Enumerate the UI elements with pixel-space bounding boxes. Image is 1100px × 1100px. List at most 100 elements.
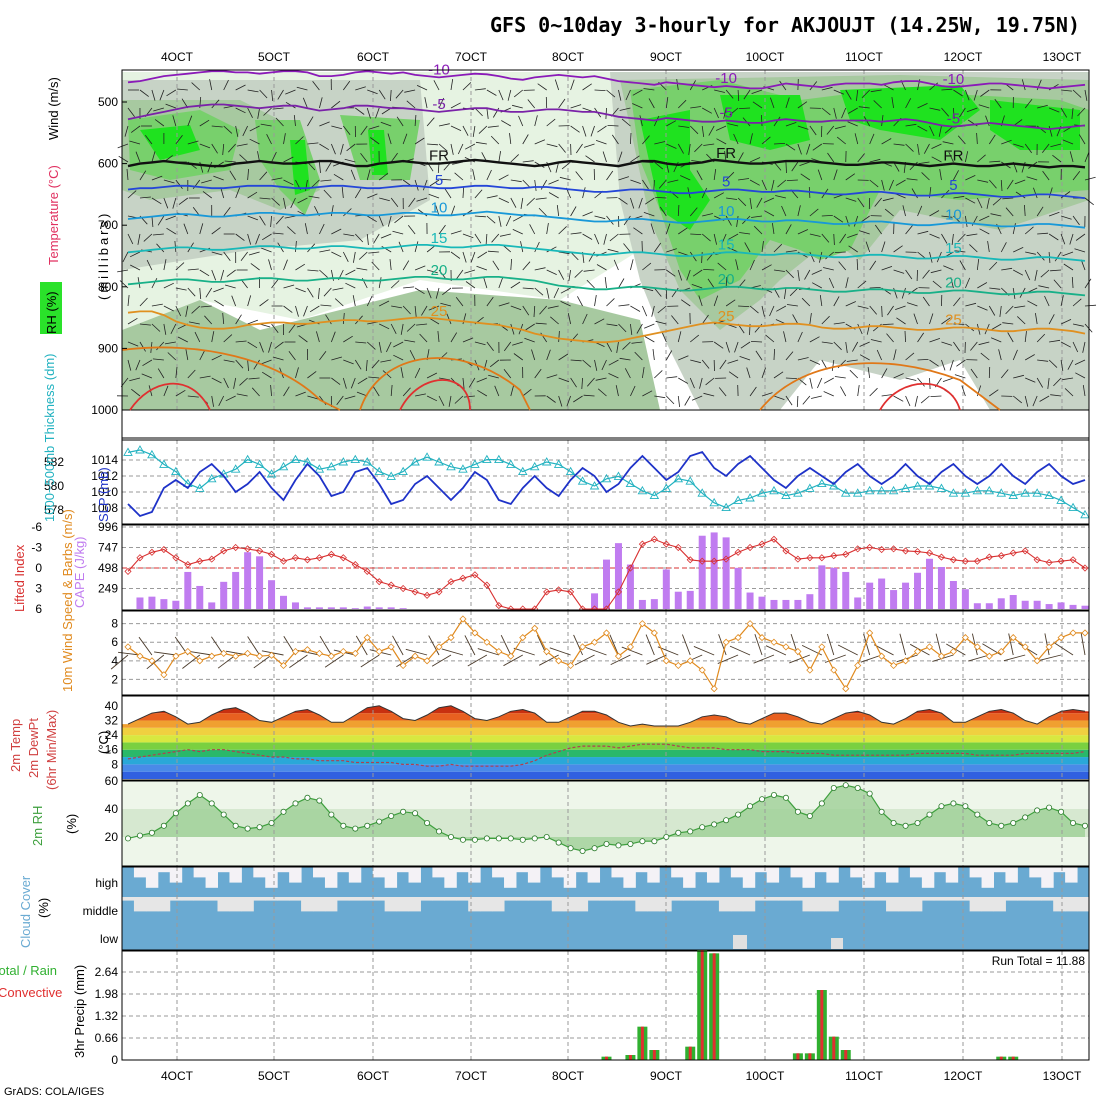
thickness-point xyxy=(398,466,408,476)
upper-wind-barb xyxy=(797,331,803,343)
lifted-index-point xyxy=(650,535,658,543)
upper-wind-barb xyxy=(249,125,260,132)
upper-wind-barb xyxy=(176,88,188,91)
cloud-middle-cell xyxy=(157,897,171,912)
upper-wind-barb xyxy=(534,241,540,253)
upper-wind-barb xyxy=(1034,269,1038,281)
lifted-index-point xyxy=(148,548,156,556)
rh-point xyxy=(687,828,694,835)
upper-wind-barb xyxy=(343,208,352,217)
rh-point xyxy=(938,803,945,810)
temp-tick-label: 24 xyxy=(105,728,119,742)
wind-speed-point xyxy=(638,620,646,628)
upper-wind-barb xyxy=(1084,176,1096,181)
upper-wind-barb xyxy=(870,89,882,93)
upper-wind-barb xyxy=(342,312,345,325)
upper-wind-barb xyxy=(703,392,715,397)
rh-legend-swatch xyxy=(40,282,62,334)
wind-speed-point xyxy=(901,657,910,665)
thickness-axis-label: 1000~500mb Thickness (dm) xyxy=(42,354,57,523)
cape-bar xyxy=(854,597,862,609)
upper-wind-barb xyxy=(435,287,440,299)
upper-wind-barb xyxy=(201,179,212,184)
upper-wind-barb xyxy=(251,387,260,397)
upper-wind-barb xyxy=(1024,143,1033,154)
upper-wind-barb xyxy=(941,107,950,117)
upper-wind-barb xyxy=(437,331,440,343)
cloud-high-cell xyxy=(157,867,171,873)
upper-wind-barb xyxy=(1048,359,1058,368)
upper-wind-barb xyxy=(175,287,187,291)
surface-wind-barb xyxy=(253,654,272,669)
upper-wind-barb xyxy=(913,313,918,325)
upper-wind-barb xyxy=(199,223,204,235)
upper-wind-barb xyxy=(654,141,666,145)
cloud-middle-cell xyxy=(921,897,935,901)
upper-wind-barb xyxy=(204,315,213,325)
wind-speed-point xyxy=(471,629,479,637)
cloud-high-cell xyxy=(814,867,827,873)
cloud-middle-cell xyxy=(766,897,780,901)
upper-wind-barb xyxy=(247,233,252,245)
upper-wind-barb xyxy=(450,143,454,155)
upper-wind-barb xyxy=(922,296,930,307)
upper-wind-barb xyxy=(1060,359,1064,371)
wind-speed-point xyxy=(579,643,587,651)
upper-wind-barb xyxy=(1036,125,1047,134)
upper-wind-barb xyxy=(1012,223,1016,235)
temp-band xyxy=(122,705,1089,706)
rh-point xyxy=(196,792,203,799)
cloud-middle-cell xyxy=(742,897,756,912)
cloud-high-cell xyxy=(623,867,636,888)
surface-wind-barb xyxy=(538,654,559,666)
lifted-axis-label: Lifted Index xyxy=(12,544,27,612)
surface-wind-barb xyxy=(441,648,464,656)
surface-wind-barb xyxy=(826,633,835,656)
lifted-index-point xyxy=(818,554,826,562)
surface-wind-barb xyxy=(621,646,643,656)
upper-wind-barb xyxy=(307,371,317,379)
surface-wind-barb xyxy=(1080,633,1086,656)
upper-wind-barb xyxy=(1082,341,1086,353)
cloud-high-cell xyxy=(611,867,624,878)
thickness-line xyxy=(127,449,1086,516)
upper-wind-barb xyxy=(402,305,411,315)
lifted-index-point xyxy=(854,545,862,553)
upper-wind-barb xyxy=(951,233,954,245)
lifted-index-point xyxy=(901,547,910,555)
cloud-middle-cell xyxy=(444,897,457,901)
upper-wind-barb xyxy=(1039,395,1050,402)
upper-wind-barb xyxy=(618,304,630,307)
upper-wind-barb xyxy=(356,267,368,271)
thickness-point xyxy=(446,461,456,471)
upper-wind-barb xyxy=(1062,377,1074,381)
precip-background xyxy=(122,951,1089,1060)
upper-wind-barb xyxy=(163,385,169,397)
upper-wind-barb xyxy=(725,89,734,99)
upper-wind-barb xyxy=(560,301,571,307)
cloud-high-cell xyxy=(289,867,302,883)
upper-wind-barb xyxy=(156,243,165,253)
lifted-index-point xyxy=(734,548,742,556)
contour-label: 15 xyxy=(431,230,448,247)
upper-wind-barb xyxy=(477,251,488,259)
cloud-high-cell xyxy=(348,867,362,883)
upper-wind-barb xyxy=(917,143,920,155)
cape-bar xyxy=(650,599,658,609)
upper-wind-barb xyxy=(1005,305,1014,315)
upper-wind-barb xyxy=(785,224,792,235)
upper-wind-barb xyxy=(152,233,164,236)
thickness-point xyxy=(529,461,540,471)
upper-wind-barb xyxy=(510,281,521,289)
surface-wind-barb xyxy=(573,634,583,656)
cloud-middle-cell xyxy=(1017,897,1030,901)
surface-wind-barb xyxy=(1044,633,1050,656)
upper-wind-barb xyxy=(817,169,823,181)
upper-wind-barb xyxy=(886,333,894,343)
upper-wind-barb xyxy=(905,98,912,109)
cloud-high-cell xyxy=(527,867,541,883)
surface-wind-barb xyxy=(500,635,512,656)
precip-convective-bar xyxy=(832,1036,836,1060)
contour-label: FR xyxy=(716,145,736,162)
upper-wind-barb xyxy=(247,107,253,118)
